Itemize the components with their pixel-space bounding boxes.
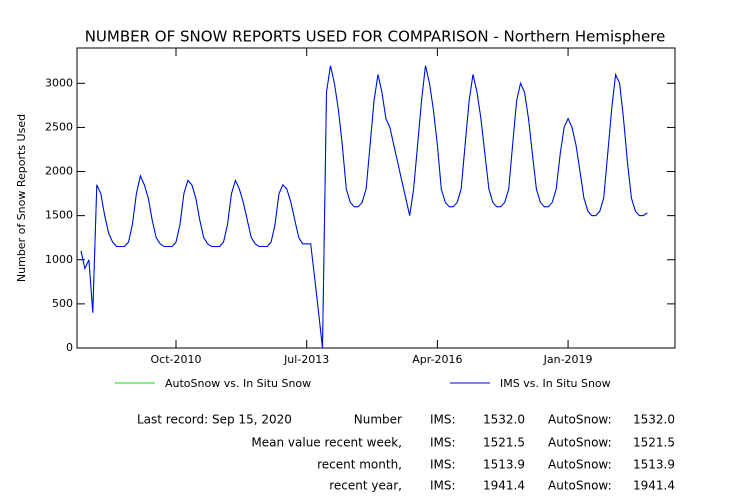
footer-text: 1941.4 (633, 479, 675, 493)
footer-text: recent year, (329, 479, 402, 493)
series-line (80, 65, 648, 349)
footer-text: 1513.9 (633, 458, 675, 472)
legend-label: IMS vs. In Situ Snow (500, 377, 611, 390)
footer-text: 1521.5 (483, 436, 525, 450)
footer-text: AutoSnow: (548, 413, 612, 427)
y-tick-label: 2000 (45, 165, 73, 178)
y-tick-label: 2500 (45, 120, 73, 133)
y-tick-label: 1500 (45, 209, 73, 222)
plot-frame (76, 47, 676, 349)
x-tick-label: Apr-2016 (412, 353, 462, 366)
y-tick-label: 3000 (45, 76, 73, 89)
footer-text: AutoSnow: (548, 479, 612, 493)
y-axis-title: Number of Snow Reports Used (15, 114, 28, 282)
footer-text: AutoSnow: (548, 458, 612, 472)
y-tick-label: 500 (52, 297, 73, 310)
footer-text: 1513.9 (483, 458, 525, 472)
chart-title: NUMBER OF SNOW REPORTS USED FOR COMPARIS… (85, 28, 666, 46)
x-tick-label: Jan-2019 (543, 353, 593, 366)
footer-text: Mean value recent week, (251, 436, 402, 450)
footer-text: Last record: Sep 15, 2020 (137, 413, 292, 427)
x-tick-label: Jul-2013 (283, 353, 329, 366)
x-tick-label: Oct-2010 (151, 353, 202, 366)
legend-label: AutoSnow vs. In Situ Snow (165, 377, 311, 390)
footer-text: Number (354, 413, 402, 427)
series-line (80, 65, 648, 349)
footer-text: AutoSnow: (548, 436, 612, 450)
footer-text: IMS: (430, 436, 456, 450)
y-tick-label: 0 (66, 341, 73, 354)
footer-text: 1521.5 (633, 436, 675, 450)
y-tick-label: 1000 (45, 253, 73, 266)
footer-text: 1941.4 (483, 479, 525, 493)
footer-text: 1532.0 (633, 413, 675, 427)
footer-text: IMS: (430, 479, 456, 493)
footer-text: 1532.0 (483, 413, 525, 427)
footer-text: IMS: (430, 458, 456, 472)
footer-text: recent month, (317, 458, 402, 472)
footer-text: IMS: (430, 413, 456, 427)
